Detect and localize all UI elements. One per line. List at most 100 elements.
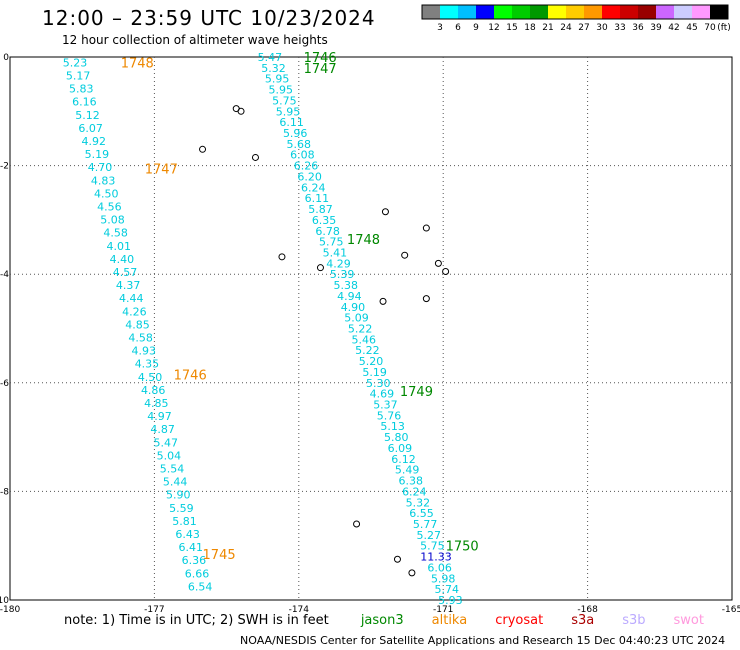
wave-height-label: 6.09 — [388, 442, 413, 455]
y-tick-label: -6 — [0, 379, 9, 389]
wave-height-label: 4.01 — [107, 240, 132, 253]
x-tick-label: -174 — [289, 605, 310, 615]
notes-text: note: 1) Time is in UTC; 2) SWH is in fe… — [64, 613, 329, 628]
wave-height-label: 5.77 — [413, 518, 438, 531]
pass-time-label: 1747 — [145, 162, 178, 177]
island-outline — [442, 267, 450, 275]
island-outline — [316, 264, 324, 272]
island-outline — [251, 153, 259, 161]
wave-height-label: 6.54 — [188, 580, 213, 593]
legend-frame — [421, 4, 729, 20]
wave-height-label: 4.83 — [91, 174, 116, 187]
wave-height-label: 5.54 — [160, 463, 185, 476]
legend-tick-label: 9 — [473, 23, 479, 33]
legend-tick-label: 21 — [542, 23, 553, 33]
wave-height-label: 5.75 — [319, 236, 344, 249]
wave-height-label: 5.13 — [380, 420, 405, 433]
satellite-cryosat: cryosat — [495, 613, 544, 628]
wave-height-label: 4.56 — [97, 201, 122, 214]
pass-time-label: 1747 — [304, 62, 337, 77]
legend-swatch — [530, 5, 548, 19]
wave-height-label: 4.35 — [135, 358, 160, 371]
legend-tick-label: 36 — [632, 23, 644, 33]
legend-swatch — [674, 5, 692, 19]
y-tick-label: -8 — [0, 487, 9, 497]
notes-line: note: 1) Time is in UTC; 2) SWH is in fe… — [64, 613, 712, 628]
wave-height-label: 11.33 — [420, 551, 452, 564]
pass-time-label: 1746 — [304, 51, 337, 66]
legend-swatch — [440, 5, 458, 19]
wave-height-label: 5.47 — [153, 436, 178, 449]
pass-time-label: 1745 — [203, 548, 236, 563]
wave-height-label: 6.06 — [427, 561, 452, 574]
satellite-swot: swot — [673, 613, 704, 628]
wave-height-label: 5.32 — [261, 62, 286, 75]
wave-height-label: 5.98 — [431, 572, 456, 585]
x-tick-label: -180 — [0, 605, 20, 615]
legend-swatch — [584, 5, 602, 19]
legend-tick-label: 18 — [524, 23, 536, 33]
wave-height-label: 5.12 — [75, 109, 100, 122]
wave-height-label: 5.75 — [420, 540, 445, 553]
wave-height-label: 5.81 — [172, 515, 197, 528]
island-outline — [434, 259, 442, 267]
wave-height-label: 6.24 — [402, 485, 427, 498]
legend-tick-label: 27 — [578, 23, 589, 33]
wave-height-label: 6.35 — [312, 214, 337, 227]
wave-height-label: 4.50 — [94, 187, 119, 200]
x-tick-label: -168 — [577, 605, 598, 615]
wave-height-label: 5.76 — [377, 409, 402, 422]
wave-height-label: 4.58 — [128, 332, 153, 345]
wave-height-label: 6.26 — [294, 160, 319, 173]
legend-unit: (ft) — [717, 23, 731, 33]
wave-height-label: 4.92 — [82, 135, 107, 148]
wave-height-label: 4.58 — [103, 227, 128, 240]
legend-swatch — [566, 5, 584, 19]
legend-swatch — [620, 5, 638, 19]
island-outline — [232, 105, 240, 113]
island-outline — [408, 569, 416, 577]
wave-height-label: 4.37 — [116, 279, 141, 292]
wave-height-label: 5.22 — [348, 323, 373, 336]
wave-height-label: 5.59 — [169, 502, 194, 515]
chart-title: 12:00 – 23:59 UTC 10/23/2024 — [42, 6, 376, 30]
island-outline — [422, 295, 430, 303]
wave-height-label: 6.24 — [301, 181, 326, 194]
legend-swatch — [692, 5, 710, 19]
legend-tick-label: 33 — [614, 23, 625, 33]
wave-height-label: 6.08 — [290, 149, 315, 162]
wave-height-label: 4.86 — [141, 384, 166, 397]
pass-time-label: 1749 — [400, 385, 433, 400]
legend-tick-label: 24 — [560, 23, 572, 33]
legend-tick-label: 6 — [455, 23, 461, 33]
y-tick-label: -10 — [0, 596, 9, 606]
wave-height-label: 4.29 — [326, 257, 351, 270]
wave-height-label: 4.90 — [341, 301, 366, 314]
y-tick-label: -2 — [0, 162, 9, 172]
y-tick-label: 0 — [3, 53, 9, 63]
legend-tick-label: 3 — [437, 23, 443, 33]
wave-height-label: 6.20 — [297, 170, 322, 183]
legend-tick-label: 39 — [650, 23, 662, 33]
wave-height-label: 5.41 — [323, 246, 348, 259]
wave-height-label: 4.70 — [88, 161, 113, 174]
legend-swatch — [656, 5, 674, 19]
wave-height-label: 5.95 — [269, 84, 294, 97]
wave-height-label: 4.93 — [132, 345, 157, 358]
wave-height-label: 4.40 — [110, 253, 135, 266]
wave-height-label: 6.43 — [175, 528, 200, 541]
wave-height-label: 5.39 — [330, 268, 355, 281]
wave-height-label: 5.68 — [287, 138, 312, 151]
wave-height-label: 5.90 — [166, 489, 191, 502]
pass-time-label: 1746 — [174, 369, 207, 384]
legend-swatch — [548, 5, 566, 19]
wave-height-label: 6.78 — [315, 225, 340, 238]
wave-height-label: 6.41 — [178, 541, 203, 554]
wave-height-label: 5.49 — [395, 464, 420, 477]
wave-height-label: 5.95 — [265, 73, 290, 86]
wave-height-label: 5.19 — [85, 148, 110, 161]
wave-height-label: 5.74 — [435, 583, 460, 596]
plot-frame — [9, 56, 733, 601]
wave-height-label: 6.55 — [409, 507, 434, 520]
